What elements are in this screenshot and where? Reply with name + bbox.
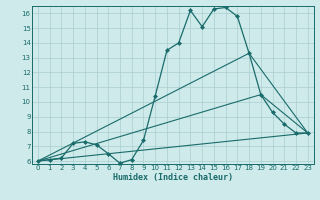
X-axis label: Humidex (Indice chaleur): Humidex (Indice chaleur) — [113, 173, 233, 182]
